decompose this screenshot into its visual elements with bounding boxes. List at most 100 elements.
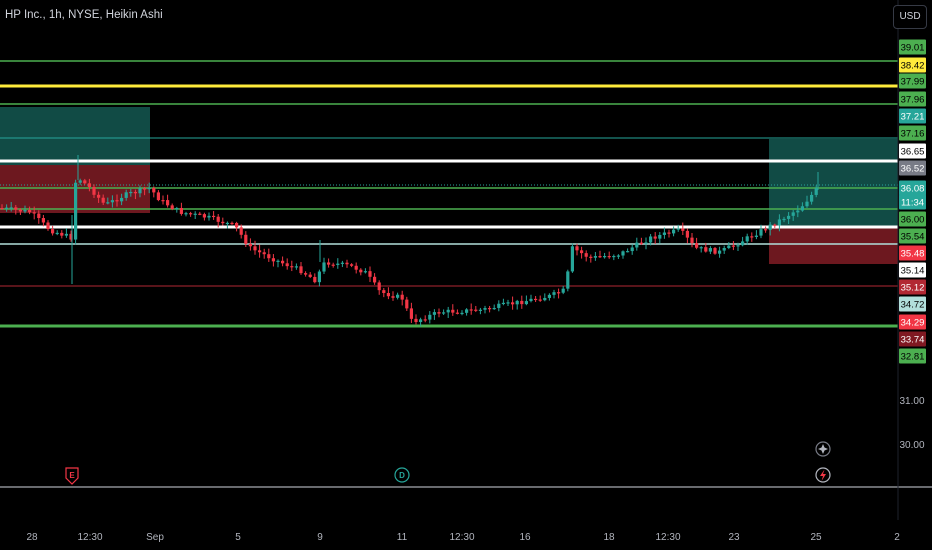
x-axis-tick: 12:30 [77, 532, 102, 543]
candle [469, 309, 473, 311]
x-axis-tick: 5 [235, 532, 241, 543]
candle [810, 194, 814, 202]
candle [391, 296, 395, 298]
candle [658, 234, 662, 239]
x-axis-tick: 12:30 [655, 532, 680, 543]
candle [483, 308, 487, 310]
price-label-text: 36.65 [901, 147, 925, 158]
candle [363, 271, 367, 273]
candle [727, 245, 731, 248]
y-axis-tick: 31.00 [899, 396, 924, 407]
candle [446, 309, 450, 313]
price-label-bg [899, 262, 926, 278]
candle [626, 251, 630, 253]
candle [667, 232, 671, 234]
candle [644, 242, 648, 244]
candle [69, 233, 73, 240]
candle [538, 299, 542, 301]
candle [350, 264, 354, 266]
candle [524, 301, 528, 305]
candle [768, 224, 772, 230]
candle [51, 229, 55, 234]
candle [382, 290, 386, 293]
candle [198, 213, 202, 215]
currency-button[interactable]: USD [893, 5, 927, 29]
candle [28, 210, 32, 213]
price-label-33-74: 33.74 [899, 331, 926, 347]
candle [143, 188, 147, 190]
price-label-text: 37.96 [901, 95, 925, 106]
candle [787, 215, 791, 219]
candle [580, 250, 584, 254]
candle [0, 208, 4, 210]
candle [639, 242, 643, 244]
candle [745, 236, 749, 242]
x-axis-tick: 28 [26, 532, 38, 543]
candle [294, 266, 298, 268]
price-label-36-65: 36.65 [899, 143, 926, 159]
candle [14, 207, 18, 210]
price-label-bg [899, 125, 926, 141]
price-label-35-12: 35.12 [899, 279, 926, 295]
candle [41, 218, 45, 223]
candle [685, 230, 689, 238]
price-label-bg [899, 108, 926, 124]
candle [442, 312, 446, 314]
candle [60, 232, 64, 236]
candle [409, 308, 413, 319]
candle [593, 256, 597, 258]
candle [437, 312, 441, 314]
candle [396, 294, 400, 298]
price-label-35-14: 35.14 [899, 262, 926, 278]
candle [529, 298, 533, 302]
candle [170, 205, 174, 209]
x-axis-tick: 18 [603, 532, 615, 543]
price-label-text: 32.81 [901, 352, 925, 363]
candle [635, 242, 639, 248]
candle [23, 210, 27, 212]
candle [681, 228, 685, 231]
candle [133, 191, 137, 194]
price-label-text: 35.54 [901, 232, 925, 243]
candle [179, 207, 183, 214]
candle [764, 229, 768, 231]
candle [147, 188, 151, 190]
price-label-text: 35.12 [901, 283, 925, 294]
candle [221, 221, 225, 224]
candle [478, 309, 482, 311]
candle [156, 192, 160, 201]
lightning-icon [815, 467, 831, 483]
candle [782, 218, 786, 221]
candle [74, 182, 78, 240]
candle [124, 192, 128, 198]
candle [267, 254, 271, 259]
candle [718, 250, 722, 254]
candle [92, 187, 96, 195]
candle [97, 194, 101, 198]
candle [561, 288, 565, 293]
price-label-bg [899, 39, 926, 55]
candle [708, 248, 712, 252]
candle [184, 213, 188, 215]
candle [497, 303, 501, 308]
price-label-37-21: 37.21 [899, 108, 926, 124]
candle [488, 308, 492, 310]
candle [612, 255, 616, 258]
candle [64, 233, 68, 236]
long-position-target-zone [0, 107, 150, 165]
price-label-text: 33.74 [901, 335, 925, 346]
price-label-text: 35.48 [901, 249, 925, 260]
candle [253, 246, 257, 251]
candle [327, 262, 331, 265]
candle [754, 235, 758, 237]
candle [9, 207, 13, 209]
candle [225, 222, 229, 225]
candle [814, 188, 818, 195]
x-axis-tick: Sep [146, 532, 164, 543]
candle [386, 292, 390, 297]
price-label-text: 11:34 [901, 198, 924, 209]
candle [676, 228, 680, 230]
price-label-bg [899, 348, 926, 364]
candle [428, 314, 432, 320]
